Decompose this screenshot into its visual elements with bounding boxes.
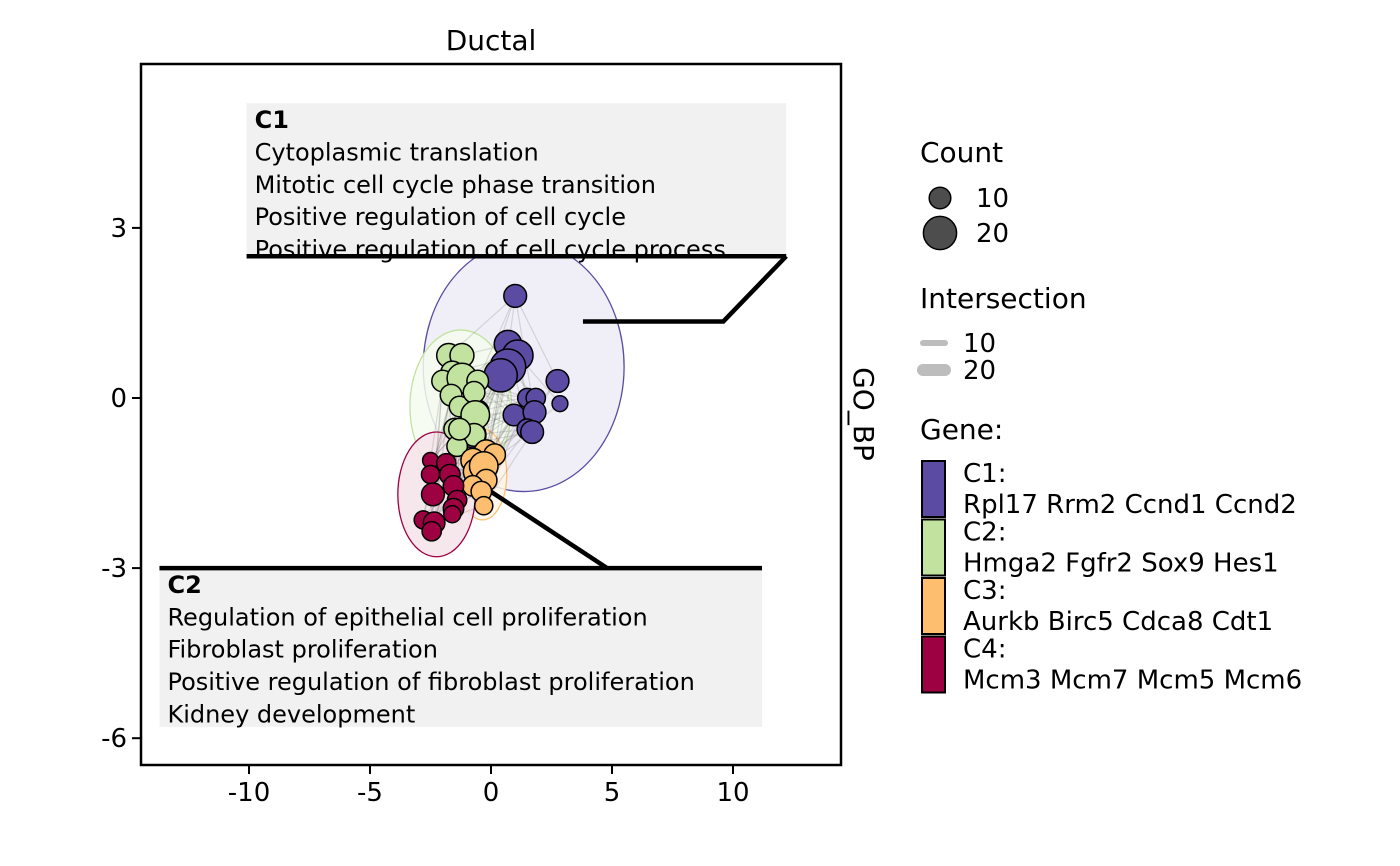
legend-gene-key-c2 bbox=[921, 518, 946, 577]
annotation-term: Cytoplasmic translation bbox=[255, 138, 539, 166]
legend-intersection-title: Intersection bbox=[920, 282, 1087, 315]
annotation-term: Fibroblast proliferation bbox=[167, 636, 438, 664]
x-tick-label: -5 bbox=[357, 778, 383, 808]
legend-count-title: Count bbox=[920, 136, 1003, 169]
gene-node-c4 bbox=[421, 520, 443, 542]
annotation-title: C1 bbox=[255, 106, 289, 134]
gene-node-c1 bbox=[520, 419, 545, 445]
legend-gene-list: Rpl17 Rrm2 Ccnd1 Ccnd2 bbox=[963, 490, 1297, 520]
legend-count-label: 10 bbox=[976, 184, 1009, 214]
y-tick-label: -6 bbox=[101, 724, 127, 754]
gene-node-c1 bbox=[483, 357, 519, 393]
legend-gene-key-c1 bbox=[921, 460, 946, 518]
gene-node-c1 bbox=[551, 395, 569, 413]
y-tick-label: 0 bbox=[110, 384, 127, 414]
legend-gene-cluster: C4: bbox=[963, 635, 1006, 665]
annotation-title: C2 bbox=[167, 571, 201, 599]
annotation-term: Mitotic cell cycle phase transition bbox=[255, 171, 656, 199]
x-tick-label: 0 bbox=[483, 778, 500, 808]
y-tick-label: 3 bbox=[110, 214, 127, 244]
legend-count-symbol bbox=[928, 186, 952, 210]
annotation-term: Regulation of epithelial cell proliferat… bbox=[167, 603, 647, 631]
annotation-term: Positive regulation of cell cycle proces… bbox=[255, 235, 726, 263]
legend-gene-cluster: C2: bbox=[963, 518, 1006, 548]
annotation-term: Kidney development bbox=[167, 700, 415, 728]
gene-node-c4 bbox=[420, 482, 446, 507]
gene-nodes bbox=[413, 283, 570, 542]
strip-label: GO_BP bbox=[847, 367, 880, 461]
gene-node-c3 bbox=[473, 495, 494, 516]
legend-intersection-label: 10 bbox=[963, 329, 996, 359]
legend-gene-list: Aurkb Birc5 Cdca8 Cdt1 bbox=[963, 607, 1273, 637]
gene-node-c4 bbox=[443, 505, 462, 524]
y-tick-label: -3 bbox=[101, 554, 127, 584]
network-edge bbox=[514, 295, 559, 382]
gene-node-c1 bbox=[503, 283, 528, 309]
x-tick-label: -10 bbox=[228, 778, 270, 808]
legend-count-symbol bbox=[922, 215, 958, 251]
legend-gene-list: Hmga2 Fgfr2 Sox9 Hes1 bbox=[963, 549, 1279, 579]
legend-gene-key-c4 bbox=[921, 635, 946, 694]
annotation-leader bbox=[582, 254, 788, 324]
gene-node-c2 bbox=[447, 417, 472, 441]
legend-gene-list: Mcm3 Mcm7 Mcm5 Mcm6 bbox=[963, 666, 1302, 696]
legend-gene-key-c3 bbox=[921, 577, 946, 635]
x-tick-label: 10 bbox=[716, 778, 749, 808]
annotation-box-c1 bbox=[246, 103, 787, 257]
legend-gene-title: Gene: bbox=[920, 413, 1003, 446]
annotation-box-c2 bbox=[159, 568, 763, 727]
cluster-annotations: C1 Cytoplasmic translation Mitotic cell cy… bbox=[159, 103, 788, 728]
gene-node-c2 bbox=[462, 380, 486, 404]
gene-node-c4 bbox=[420, 464, 441, 485]
annotation-term: Positive regulation of cell cycle bbox=[255, 203, 626, 231]
legend-gene-cluster: C1: bbox=[963, 459, 1006, 489]
x-tick-label: 5 bbox=[604, 778, 621, 808]
chart-title: Ductal bbox=[446, 24, 537, 57]
annotation-term: Positive regulation of fibroblast prolif… bbox=[167, 668, 694, 696]
legend-intersection-label: 20 bbox=[963, 356, 996, 386]
axes: -10 -5 0 5 10 -6 -3 0 3 bbox=[101, 214, 749, 808]
legend-count-label: 20 bbox=[976, 219, 1009, 249]
legend-gene-cluster: C3: bbox=[963, 576, 1006, 606]
gene-node-c1 bbox=[545, 368, 570, 394]
